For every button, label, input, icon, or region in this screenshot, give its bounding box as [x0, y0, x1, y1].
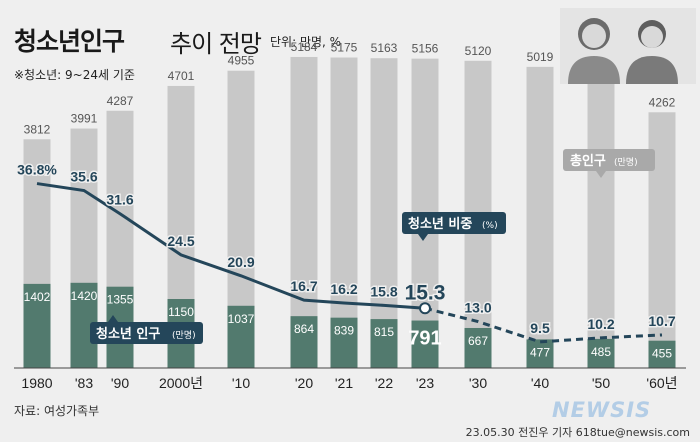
newsis-watermark: NEWSIS [552, 398, 652, 422]
total-value-label: 5120 [465, 44, 492, 58]
total-value-label: 5156 [412, 42, 439, 56]
youth-value-label: 791 [408, 328, 441, 350]
total-population-bar [330, 57, 358, 368]
total-legend-pointer [596, 171, 606, 178]
total-legend-text: 총인구 [570, 153, 606, 169]
x-tick-label: '30 [469, 375, 487, 391]
person-face [641, 26, 663, 48]
ratio-value-label: 24.5 [167, 233, 194, 249]
ratio-value-label: 10.2 [587, 316, 614, 332]
youth-legend-box [90, 322, 203, 344]
ratio-value-label: 36.8% [17, 162, 57, 178]
ratio-legend-pointer [418, 234, 428, 241]
total-value-label: 3991 [71, 112, 98, 126]
x-tick-label: '40 [531, 375, 549, 391]
source-note: 자료: 여성가족부 [14, 404, 100, 418]
total-value-label: 3812 [24, 122, 51, 136]
ratio-value-label: 35.6 [70, 169, 97, 185]
total-value-label: 5175 [331, 41, 358, 55]
youth-population-bar [526, 339, 554, 368]
ratio-line-actual [36, 182, 426, 310]
youth-legend-unit: (만명) [172, 330, 196, 341]
youth-legend-text: 청소년 인구 [96, 326, 160, 342]
person-body [626, 56, 678, 84]
total-value-label: 4287 [107, 94, 134, 108]
youth-population-bar [464, 327, 492, 368]
youth-value-label: 1150 [168, 305, 194, 319]
ratio-value-label: 31.6 [106, 192, 133, 208]
definition-note: ※청소년: 9~24세 기준 [14, 68, 135, 82]
total-value-label: 5163 [371, 41, 398, 55]
x-tick-label: '90 [111, 375, 129, 391]
youth-value-label: 477 [530, 345, 550, 359]
youth-value-label: 864 [294, 322, 314, 336]
ratio-value-label: 10.7 [648, 313, 675, 329]
x-tick-label: '60년 [646, 375, 677, 391]
youth-population-bar [23, 283, 51, 368]
youth-value-label: 1420 [71, 289, 98, 303]
youth-value-label: 839 [334, 324, 354, 338]
youth-value-label: 1402 [24, 290, 51, 304]
youth-population-bar [648, 340, 676, 368]
youth-population-bar [330, 317, 358, 368]
total-value-label: 4262 [649, 95, 676, 109]
x-tick-label: '83 [75, 375, 93, 391]
total-value-label: 5184 [291, 40, 318, 54]
total-legend-unit: (만명) [614, 157, 638, 168]
ratio-value-label: 15.8 [370, 283, 397, 299]
total-population-bar [526, 66, 554, 369]
total-value-label: 4955 [228, 54, 255, 68]
ratio-value-label: 15.3 [405, 281, 446, 304]
youth-value-label: 667 [468, 334, 488, 348]
x-tick-label: '23 [416, 375, 434, 391]
person-body [568, 56, 620, 84]
x-tick-label: 2000년 [159, 375, 203, 391]
x-tick-label: '21 [335, 375, 353, 391]
ratio-value-label: 13.0 [464, 300, 491, 316]
youth-value-label: 485 [591, 345, 611, 359]
total-value-label: 5019 [527, 50, 554, 64]
ratio-value-label: 16.2 [330, 281, 357, 297]
youth-population-bar [227, 305, 255, 368]
youth-value-label: 455 [652, 347, 672, 361]
ratio-value-label: 16.7 [290, 278, 317, 294]
youth-value-label: 815 [374, 325, 394, 339]
total-value-label: 4701 [168, 69, 195, 83]
x-tick-label: '50 [592, 375, 610, 391]
youth-value-label: 1355 [107, 293, 134, 307]
total-population-bar [370, 58, 398, 368]
credit-line: 23.05.30 전진우 기자 618tue@newsis.com [465, 426, 690, 439]
ratio-legend-unit: (%) [482, 221, 498, 231]
chart-subtitle: 추이 전망 [170, 30, 262, 58]
ratio-legend-box [402, 212, 506, 234]
x-tick-label: '22 [375, 375, 393, 391]
chart-title: 청소년인구 [14, 27, 125, 56]
youth-population-bar [411, 320, 439, 368]
person-face [582, 24, 606, 48]
ratio-value-label: 9.5 [530, 320, 550, 336]
youth-value-label: 1037 [228, 312, 255, 326]
youth-population-bar [370, 319, 398, 368]
ratio-line-projected [424, 306, 663, 344]
ratio-highlight-marker [419, 302, 431, 315]
x-tick-label: '20 [295, 375, 313, 391]
x-tick-label: '10 [232, 375, 250, 391]
youth-population-bar [587, 338, 615, 368]
total-legend-box [563, 149, 655, 171]
total-population-bar [587, 83, 615, 368]
ratio-legend-text: 청소년 비중 [408, 216, 472, 232]
ratio-value-label: 20.9 [227, 254, 254, 270]
x-tick-label: 1980 [21, 375, 52, 391]
unit-note: 단위: 만명, % [270, 35, 342, 49]
youth-legend-pointer [108, 315, 118, 322]
youth-population-bar [290, 316, 318, 368]
